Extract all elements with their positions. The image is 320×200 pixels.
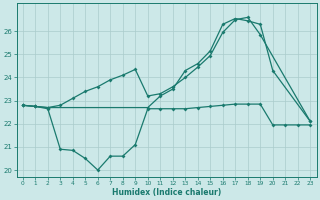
X-axis label: Humidex (Indice chaleur): Humidex (Indice chaleur) xyxy=(112,188,221,197)
